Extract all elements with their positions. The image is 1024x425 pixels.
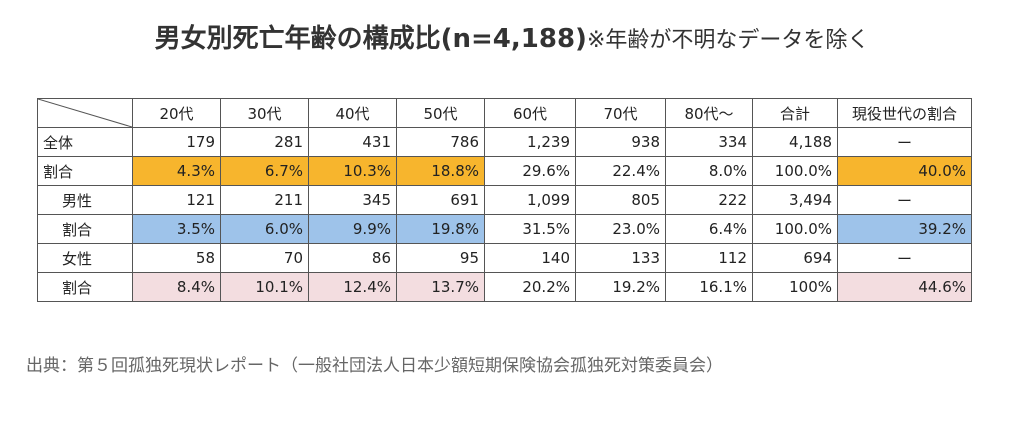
table-cell: 29.6% [484, 156, 576, 186]
table-cell: ー [837, 127, 972, 157]
table-cell: 10.3% [308, 156, 397, 186]
table-cell: 12.4% [308, 272, 397, 302]
column-header: 60代 [484, 98, 576, 128]
table-cell: 140 [484, 243, 576, 273]
table-cell: 1,239 [484, 127, 576, 157]
table-cell: 1,099 [484, 185, 576, 215]
table-cell: 691 [396, 185, 485, 215]
corner-cell [37, 98, 133, 128]
table-cell: 100.0% [752, 156, 838, 186]
row-label: 割合 [37, 214, 133, 244]
table-cell: 70 [220, 243, 309, 273]
table-cell: 10.1% [220, 272, 309, 302]
table-row: 女性 58 70 86 95 140 133 112 694 ー [37, 243, 972, 273]
table-row: 全体 179 281 431 786 1,239 938 334 4,188 ー [37, 127, 972, 157]
title-main: 男女別死亡年齢の構成比(n=4,188) [154, 24, 587, 54]
age-composition-table: 20代 30代 40代 50代 60代 70代 80代～ 合計 現役世代の割合 … [37, 98, 972, 302]
table-cell: 18.8% [396, 156, 485, 186]
table-cell: 31.5% [484, 214, 576, 244]
row-label: 女性 [37, 243, 133, 273]
page-title: 男女別死亡年齢の構成比(n=4,188)※年齢が不明なデータを除く [0, 18, 1024, 55]
table-cell: 281 [220, 127, 309, 157]
table-cell: ー [837, 185, 972, 215]
table-cell: 100.0% [752, 214, 838, 244]
column-header: 現役世代の割合 [837, 98, 972, 128]
row-label: 全体 [37, 127, 133, 157]
table-cell: 345 [308, 185, 397, 215]
column-header: 50代 [396, 98, 485, 128]
table-cell: 58 [132, 243, 221, 273]
table-cell: 6.0% [220, 214, 309, 244]
column-header: 20代 [132, 98, 221, 128]
column-header: 80代～ [665, 98, 753, 128]
table-cell: 8.0% [665, 156, 753, 186]
table-cell: 133 [575, 243, 666, 273]
table-cell: 100% [752, 272, 838, 302]
table-cell: 13.7% [396, 272, 485, 302]
table-cell: 39.2% [837, 214, 972, 244]
table-cell: 20.2% [484, 272, 576, 302]
table-cell: 22.4% [575, 156, 666, 186]
table-cell: 23.0% [575, 214, 666, 244]
table-cell: 3,494 [752, 185, 838, 215]
table-cell: 694 [752, 243, 838, 273]
table-cell: 95 [396, 243, 485, 273]
table-cell: ー [837, 243, 972, 273]
table-row: 男性 121 211 345 691 1,099 805 222 3,494 ー [37, 185, 972, 215]
table-cell: 938 [575, 127, 666, 157]
row-label: 割合 [37, 272, 133, 302]
title-note: ※年齢が不明なデータを除く [586, 28, 870, 53]
table-cell: 112 [665, 243, 753, 273]
table-row: 割合 3.5% 6.0% 9.9% 19.8% 31.5% 23.0% 6.4%… [37, 214, 972, 244]
table-cell: 8.4% [132, 272, 221, 302]
table-cell: 222 [665, 185, 753, 215]
table-cell: 121 [132, 185, 221, 215]
table-cell: 786 [396, 127, 485, 157]
table-cell: 4.3% [132, 156, 221, 186]
table-cell: 6.4% [665, 214, 753, 244]
table-cell: 86 [308, 243, 397, 273]
table-cell: 6.7% [220, 156, 309, 186]
table-cell: 40.0% [837, 156, 972, 186]
source-caption: 出典：第５回孤独死現状レポート（一般社団法人日本少額短期保険協会孤独死対策委員会… [26, 356, 723, 376]
table-row: 割合 8.4% 10.1% 12.4% 13.7% 20.2% 19.2% 16… [37, 272, 972, 302]
table-cell: 4,188 [752, 127, 838, 157]
table-cell: 805 [575, 185, 666, 215]
table-cell: 334 [665, 127, 753, 157]
table-cell: 179 [132, 127, 221, 157]
row-label: 男性 [37, 185, 133, 215]
table-cell: 19.8% [396, 214, 485, 244]
table-row: 割合 4.3% 6.7% 10.3% 18.8% 29.6% 22.4% 8.0… [37, 156, 972, 186]
table-cell: 44.6% [837, 272, 972, 302]
column-header: 70代 [575, 98, 666, 128]
header-row: 20代 30代 40代 50代 60代 70代 80代～ 合計 現役世代の割合 [37, 98, 972, 128]
column-header: 合計 [752, 98, 838, 128]
table-cell: 16.1% [665, 272, 753, 302]
row-label: 割合 [37, 156, 133, 186]
table-cell: 431 [308, 127, 397, 157]
column-header: 30代 [220, 98, 309, 128]
table-cell: 9.9% [308, 214, 397, 244]
table-cell: 19.2% [575, 272, 666, 302]
table-cell: 211 [220, 185, 309, 215]
column-header: 40代 [308, 98, 397, 128]
table-cell: 3.5% [132, 214, 221, 244]
